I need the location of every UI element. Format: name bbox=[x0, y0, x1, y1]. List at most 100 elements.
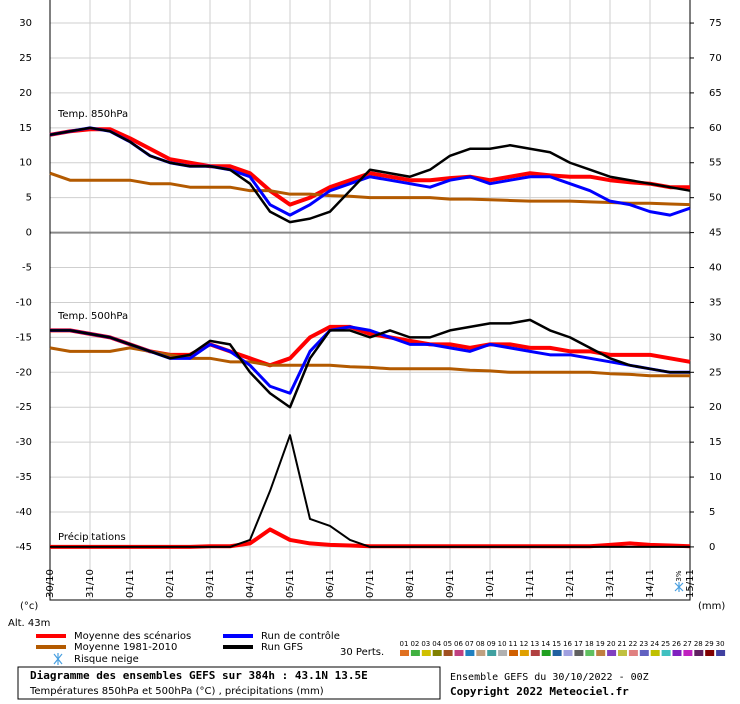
x-tick-label: 14/11 bbox=[645, 569, 656, 598]
series-line bbox=[49, 126, 691, 224]
y-tick-label: -10 bbox=[16, 297, 32, 308]
snowflake bbox=[674, 582, 684, 592]
perturbation-swatch bbox=[563, 650, 573, 656]
perturbation-swatch bbox=[716, 650, 726, 656]
y-tick-label: -15 bbox=[16, 332, 32, 343]
perturbation-swatch bbox=[465, 650, 475, 656]
perturbations-label: 30 Perts. bbox=[340, 647, 384, 658]
x-tick-label: 10/11 bbox=[485, 569, 496, 598]
footer-box bbox=[17, 666, 441, 700]
perturbation-label: 06 bbox=[454, 640, 463, 648]
y-tick-label: 5 bbox=[26, 193, 32, 204]
y-tick-label: -25 bbox=[16, 402, 32, 413]
y2-tick-label: 70 bbox=[709, 53, 722, 64]
footer-run: Ensemble GEFS du 30/10/2022 - 00Z bbox=[450, 672, 649, 683]
footer-copyright: Copyright 2022 Meteociel.fr bbox=[450, 685, 629, 698]
perturbation-swatch bbox=[509, 650, 518, 656]
y-tick-label: 15 bbox=[19, 123, 32, 134]
perturbation-label: 28 bbox=[694, 640, 703, 648]
x-tick-label: 03/11 bbox=[205, 569, 216, 598]
perturbation-swatch bbox=[498, 650, 508, 656]
perturbation-label: 04 bbox=[432, 640, 441, 648]
y2-tick-label: 60 bbox=[709, 123, 722, 134]
perturbation-swatch bbox=[585, 650, 595, 656]
x-tick-label: 04/11 bbox=[245, 569, 256, 598]
perturbation-swatch bbox=[552, 650, 562, 656]
perturbation-label: 03 bbox=[421, 640, 430, 648]
legend-label: Run GFS bbox=[261, 642, 303, 653]
perturbation-swatch bbox=[661, 650, 671, 656]
perturbation-label: 26 bbox=[672, 640, 681, 648]
perturbation-swatch bbox=[650, 650, 660, 656]
x-tick-label: 09/11 bbox=[445, 569, 456, 598]
y2-tick-label: 40 bbox=[709, 263, 722, 274]
x-tick-label: 07/11 bbox=[365, 569, 376, 598]
footer-subtitle: Températures 850hPa et 500hPa (°C) , pré… bbox=[29, 685, 324, 697]
perturbation-label: 13 bbox=[530, 640, 539, 648]
perturbation-label: 09 bbox=[487, 640, 496, 648]
y-tick-label: 10 bbox=[19, 158, 32, 169]
y2-tick-label: 55 bbox=[709, 158, 722, 169]
y-tick-label: -40 bbox=[16, 507, 32, 518]
y2-tick-label: 30 bbox=[709, 332, 722, 343]
perturbation-label: 24 bbox=[650, 640, 659, 648]
perturbation-label: 02 bbox=[410, 640, 419, 648]
y2-tick-label: 20 bbox=[709, 402, 722, 413]
perturbation-swatch bbox=[530, 650, 540, 656]
x-tick-label: 11/11 bbox=[525, 569, 536, 598]
y2-tick-label: 10 bbox=[709, 472, 722, 483]
perturbation-label: 12 bbox=[519, 640, 528, 648]
perturbation-label: 10 bbox=[498, 640, 507, 648]
legend-label: Moyenne des scénarios bbox=[74, 630, 191, 642]
x-tick-label: 31/10 bbox=[85, 569, 96, 598]
footer-title: Diagramme des ensembles GEFS sur 384h : … bbox=[30, 669, 368, 682]
y2-tick-label: 45 bbox=[709, 228, 722, 239]
perturbation-label: 01 bbox=[400, 640, 409, 648]
snow-risk-label: 3% bbox=[675, 570, 683, 581]
y-tick-label: -45 bbox=[16, 542, 32, 553]
y2-tick-label: 50 bbox=[709, 193, 722, 204]
series-line bbox=[49, 171, 691, 207]
legend-label: Run de contrôle bbox=[261, 630, 340, 642]
x-tick-label: 13/11 bbox=[605, 569, 616, 598]
perturbation-swatch bbox=[672, 650, 682, 656]
perturbation-label: 21 bbox=[618, 640, 627, 648]
perturbation-swatch bbox=[476, 650, 486, 656]
perturbation-swatch bbox=[628, 650, 638, 656]
y-tick-label: 0 bbox=[26, 228, 32, 239]
perturbation-swatch bbox=[694, 650, 704, 656]
perturbation-label: 27 bbox=[683, 640, 692, 648]
perturbation-swatch bbox=[519, 650, 529, 656]
perturbation-label: 05 bbox=[443, 640, 452, 648]
perturbation-swatch bbox=[705, 650, 715, 656]
x-tick-label: 05/11 bbox=[285, 569, 296, 598]
perturbation-label: 23 bbox=[639, 640, 648, 648]
perturbation-swatch bbox=[432, 650, 442, 656]
perturbation-label: 19 bbox=[596, 640, 605, 648]
y-tick-label: -5 bbox=[22, 263, 32, 274]
snowflake bbox=[53, 653, 63, 665]
perturbation-label: 30 bbox=[716, 640, 725, 648]
legend-label: Risque neige bbox=[74, 654, 139, 665]
perturbation-swatch bbox=[596, 650, 606, 656]
y2-tick-label: 75 bbox=[709, 18, 722, 29]
y2-tick-label: 5 bbox=[709, 507, 715, 518]
y-tick-label: 20 bbox=[19, 88, 32, 99]
perturbation-label: 22 bbox=[628, 640, 637, 648]
perturbation-label: 18 bbox=[585, 640, 594, 648]
perturbation-swatch bbox=[454, 650, 464, 656]
perturbation-swatch bbox=[541, 650, 551, 656]
y2-tick-label: 0 bbox=[709, 542, 715, 553]
perturbation-label: 16 bbox=[563, 640, 572, 648]
series-line bbox=[50, 434, 690, 548]
x-tick-label: 06/11 bbox=[325, 569, 336, 598]
perturbation-label: 17 bbox=[574, 640, 583, 648]
perturbation-swatch bbox=[400, 650, 409, 656]
perturbation-swatch bbox=[443, 650, 453, 656]
perturbation-swatch bbox=[618, 650, 627, 656]
x-tick-label: 08/11 bbox=[405, 569, 416, 598]
series-line bbox=[50, 318, 690, 409]
x-tick-label: 02/11 bbox=[165, 569, 176, 598]
perturbation-label: 29 bbox=[705, 640, 714, 648]
